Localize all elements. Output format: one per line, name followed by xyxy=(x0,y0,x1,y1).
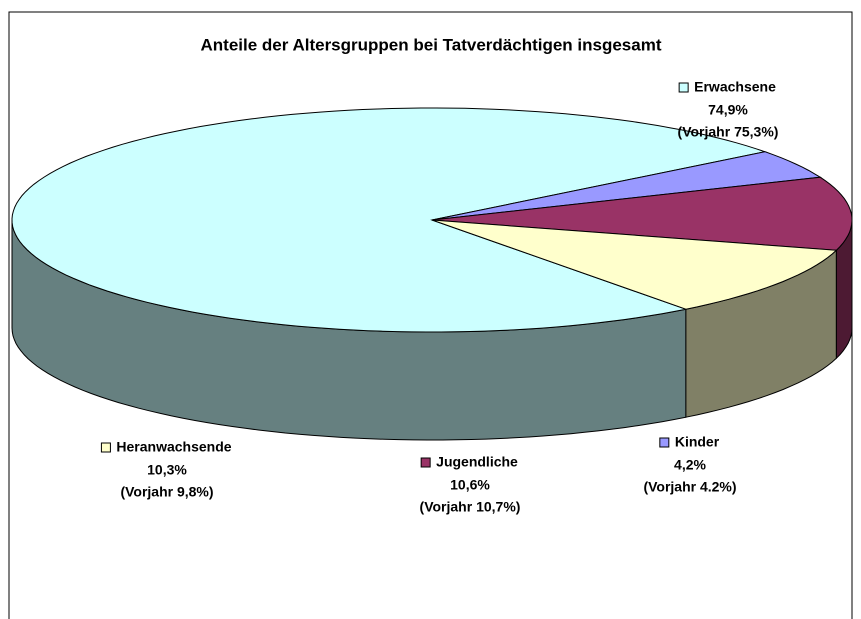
legend-swatch xyxy=(678,82,689,93)
slice xyxy=(11,107,767,333)
legend-swatch xyxy=(420,457,431,468)
slice xyxy=(431,151,822,221)
legend-swatch xyxy=(659,437,670,448)
slice-label-note: (Vorjahr 4.2%) xyxy=(643,479,736,495)
slice xyxy=(431,176,853,251)
slice-label-note: (Vorjahr 75,3%) xyxy=(678,124,779,140)
slice-label-value: 10,6% xyxy=(450,477,490,493)
legend-swatch xyxy=(100,442,111,453)
slice-label-value: 4,2% xyxy=(674,457,706,473)
chart-title: Anteile der Altersgruppen bei Tatverdäch… xyxy=(201,35,662,54)
slice-label-value: 10,3% xyxy=(147,462,187,478)
slice-label-note: (Vorjahr 9,8%) xyxy=(120,484,213,500)
slice-label-name: Jugendliche xyxy=(436,454,518,470)
slice-label-name: Erwachsene xyxy=(694,79,776,95)
slice-label-name: Kinder xyxy=(675,434,720,450)
slice xyxy=(431,219,838,310)
slice-label-value: 74,9% xyxy=(708,102,748,118)
slice-label-name: Heranwachsende xyxy=(116,439,231,455)
slice-label-note: (Vorjahr 10,7%) xyxy=(420,499,521,515)
